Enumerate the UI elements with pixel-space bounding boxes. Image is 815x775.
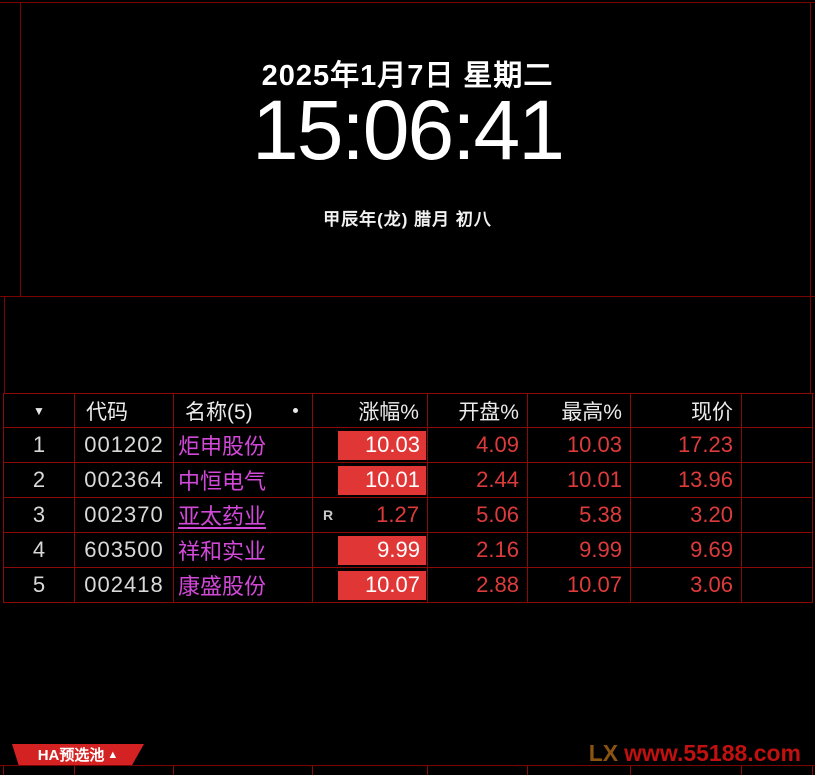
header-code[interactable]: 代码 — [75, 394, 174, 428]
pool-tab-label: HA预选池 — [37, 747, 105, 764]
high-cell: 5.38 — [528, 498, 631, 533]
table-header-row: ▼ 代码 名称(5) 涨幅% 开盘% 最高% 现价 — [4, 394, 814, 428]
name-sort-dot-icon — [293, 408, 298, 413]
bottom-partial-row — [3, 766, 814, 775]
open-cell: 4.09 — [428, 428, 528, 463]
price-cell: 9.69 — [631, 533, 742, 568]
open-cell: 2.44 — [428, 463, 528, 498]
table-row[interactable]: 2 002364 中恒电气 10.01 2.44 10.01 13.96 — [4, 463, 814, 498]
middle-panel-right-border — [810, 296, 811, 393]
high-cell: 10.07 — [528, 568, 631, 603]
header-empty — [742, 394, 813, 428]
stock-name-cell: 祥和实业 — [174, 533, 313, 568]
change-cell: R 1.27 — [313, 498, 428, 533]
stock-name-cell: 中恒电气 — [174, 463, 313, 498]
table-row[interactable]: 1 001202 炬申股份 10.03 4.09 10.03 17.23 — [4, 428, 814, 463]
row-number-cell: 5 — [4, 568, 75, 603]
stock-code-cell: 001202 — [75, 428, 174, 463]
row-number-cell: 3 — [4, 498, 75, 533]
open-cell: 2.16 — [428, 533, 528, 568]
change-cell: 10.01 — [313, 463, 428, 498]
watermark-url: www.55188.com — [624, 740, 801, 766]
row-number-cell: 1 — [4, 428, 75, 463]
watermark: LX www.55188.com — [589, 740, 801, 767]
clock-panel-left-border — [20, 2, 21, 296]
middle-panel-left-border — [4, 296, 5, 393]
clock-panel-right-border — [810, 2, 811, 296]
limit-up-highlight: 10.01 — [338, 465, 426, 495]
header-change[interactable]: 涨幅% — [313, 394, 428, 428]
table-row[interactable]: 4 603500 祥和实业 9.99 2.16 9.99 9.69 — [4, 533, 814, 568]
triangle-up-icon: ▲ — [107, 748, 119, 761]
stock-code-cell: 002364 — [75, 463, 174, 498]
limit-up-highlight: 10.03 — [338, 430, 426, 460]
empty-cell — [742, 533, 813, 568]
limit-up-highlight: 9.99 — [338, 535, 426, 565]
table-body: 1 001202 炬申股份 10.03 4.09 10.03 17.23 2 002364 中恒电… — [4, 428, 814, 603]
stock-code-cell: 603500 — [75, 533, 174, 568]
clock-panel-bottom-line — [0, 296, 815, 297]
stock-name-cell: 炬申股份 — [174, 428, 313, 463]
row-number-cell: 2 — [4, 463, 75, 498]
high-cell: 10.01 — [528, 463, 631, 498]
change-cell: 10.07 — [313, 568, 428, 603]
high-cell: 10.03 — [528, 428, 631, 463]
row-number-cell: 4 — [4, 533, 75, 568]
empty-cell — [742, 498, 813, 533]
footer-top-line — [0, 765, 815, 766]
header-sort-cell[interactable]: ▼ — [4, 394, 75, 428]
price-cell: 17.23 — [631, 428, 742, 463]
lunar-date: 甲辰年(龙) 腊月 初八 — [323, 210, 492, 229]
stock-code-cell: 002370 — [75, 498, 174, 533]
table-row[interactable]: 5 002418 康盛股份 10.07 2.88 10.07 3.06 — [4, 568, 814, 603]
table-row[interactable]: 3 002370 亚太药业 R 1.27 5.06 5.38 3.20 — [4, 498, 814, 533]
stock-table: ▼ 代码 名称(5) 涨幅% 开盘% 最高% 现价 1 001202 炬申股 — [3, 393, 814, 603]
change-cell: 9.99 — [313, 533, 428, 568]
clock-time: 15:06:41 — [252, 83, 565, 177]
price-cell: 3.06 — [631, 568, 742, 603]
date-text: 2025年1月7日 星期二 — [261, 60, 554, 92]
open-cell: 2.88 — [428, 568, 528, 603]
header-open[interactable]: 开盘% — [428, 394, 528, 428]
watermark-lx-logo: LX — [588, 740, 619, 766]
empty-cell — [742, 428, 813, 463]
limit-up-highlight: 10.07 — [338, 570, 426, 600]
header-name[interactable]: 名称(5) — [174, 394, 313, 428]
stock-code-cell: 002418 — [75, 568, 174, 603]
open-cell: 5.06 — [428, 498, 528, 533]
high-cell: 9.99 — [528, 533, 631, 568]
empty-cell — [742, 568, 813, 603]
header-high[interactable]: 最高% — [528, 394, 631, 428]
sort-down-icon: ▼ — [33, 403, 45, 418]
top-border-line — [0, 2, 815, 3]
stock-name-cell: 康盛股份 — [174, 568, 313, 603]
header-price[interactable]: 现价 — [631, 394, 742, 428]
price-cell: 3.20 — [631, 498, 742, 533]
empty-cell — [742, 463, 813, 498]
price-cell: 13.96 — [631, 463, 742, 498]
margin-trading-r-icon: R — [323, 507, 334, 523]
pool-tab-button[interactable]: HA预选池 ▲ — [12, 744, 144, 765]
stock-name-cell: 亚太药业 — [174, 498, 313, 533]
change-cell: 10.03 — [313, 428, 428, 463]
